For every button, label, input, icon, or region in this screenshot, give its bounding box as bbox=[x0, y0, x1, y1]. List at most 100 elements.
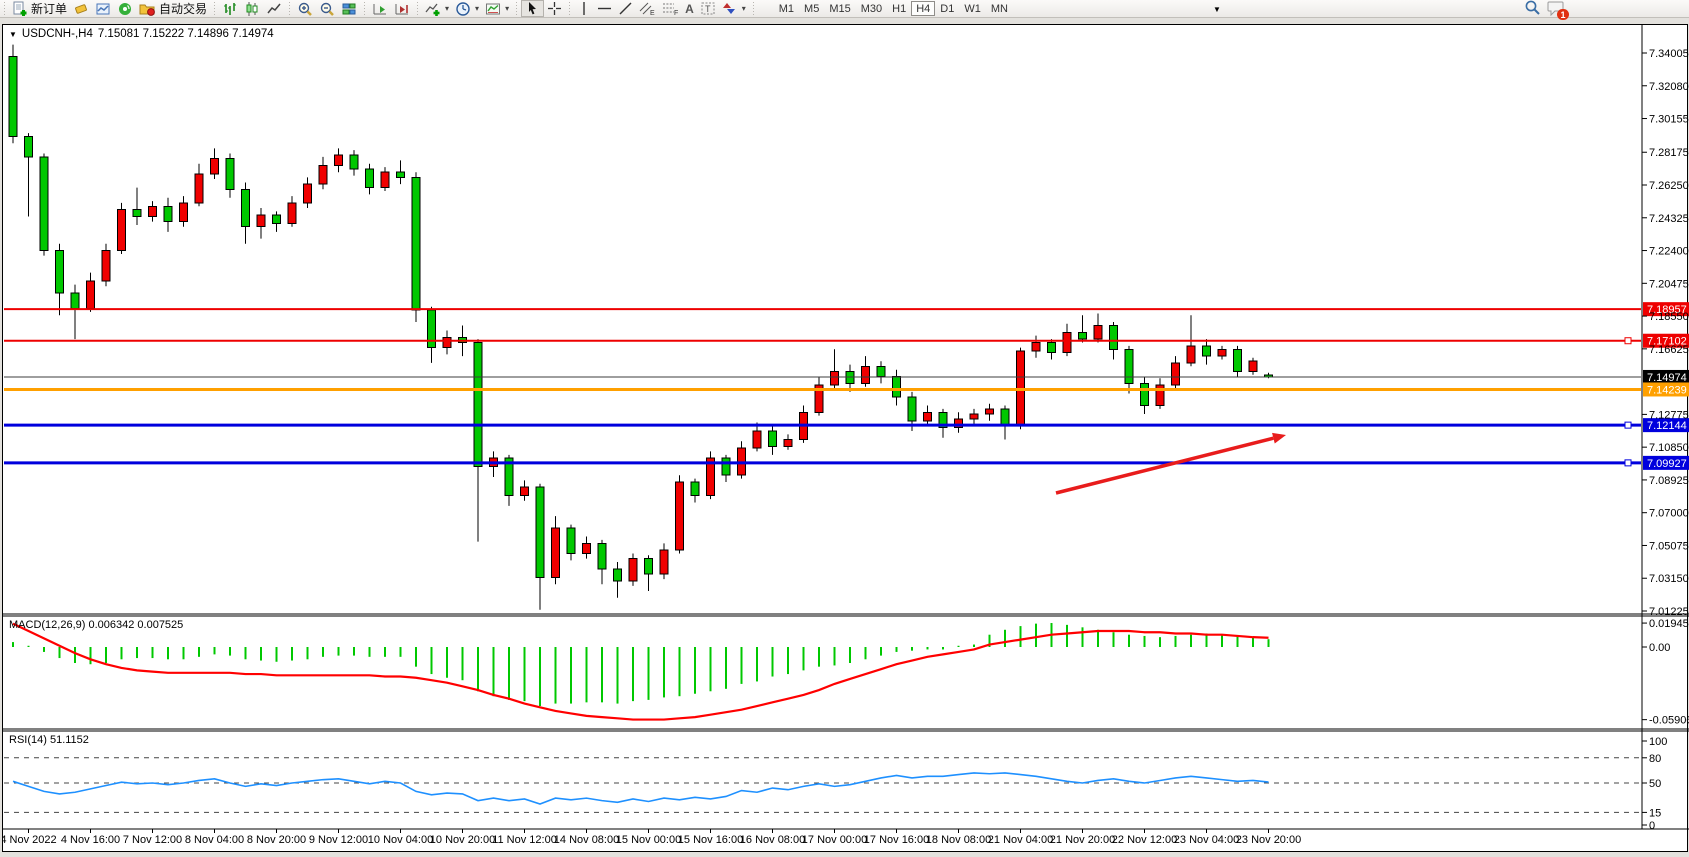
chart-window-button[interactable] bbox=[92, 0, 114, 17]
line-chart-button[interactable] bbox=[263, 0, 285, 17]
vertical-line-tool-button[interactable] bbox=[574, 0, 594, 17]
candle-body bbox=[8, 55, 18, 137]
chart-shift-button[interactable] bbox=[391, 0, 413, 17]
candle-body bbox=[830, 370, 839, 386]
candle-body bbox=[287, 202, 297, 224]
price-badge-label: 7.17102 bbox=[1647, 336, 1687, 348]
time-axis-label: 9 Nov 12:00 bbox=[309, 834, 368, 846]
candle-body bbox=[442, 336, 452, 349]
crosshair-tool-button[interactable] bbox=[544, 0, 565, 17]
timeframe-mn-button[interactable]: MN bbox=[990, 2, 1008, 15]
new-order-button[interactable]: 新订单 bbox=[9, 0, 70, 17]
tile-windows-button[interactable] bbox=[338, 0, 360, 17]
level-handle bbox=[1624, 459, 1632, 467]
time-axis-label: 14 Nov 08:00 bbox=[554, 834, 619, 846]
timeframe-m30-button[interactable]: M30 bbox=[860, 2, 883, 15]
time-axis-label: 21 Nov 20:00 bbox=[1050, 834, 1115, 846]
candle-body bbox=[597, 542, 607, 570]
periods-clock-icon bbox=[455, 1, 471, 17]
candle-body bbox=[938, 411, 948, 429]
bar-chart-button[interactable] bbox=[219, 0, 241, 17]
crosshair-icon bbox=[547, 1, 562, 16]
timeframe-m15-button[interactable]: M15 bbox=[829, 2, 851, 15]
cursor-tool-button[interactable] bbox=[521, 0, 545, 17]
candle-body bbox=[582, 542, 591, 555]
candle-body bbox=[876, 365, 886, 378]
toolbar-overflow-icon[interactable]: ▼ bbox=[1213, 5, 1221, 14]
candlestick-chart-button[interactable] bbox=[241, 0, 263, 17]
templates-icon bbox=[485, 1, 501, 17]
candle-body bbox=[1155, 384, 1165, 406]
auto-trading-button[interactable]: 自动交易 bbox=[136, 0, 210, 17]
collapse-triangle-icon[interactable]: ▼ bbox=[9, 29, 17, 39]
price-axis-label: 7.24325 bbox=[1649, 213, 1689, 225]
candle-body bbox=[148, 205, 157, 218]
svg-text:E: E bbox=[650, 10, 655, 16]
candle-body bbox=[210, 158, 219, 175]
price-badge bbox=[1643, 302, 1689, 317]
candle-body bbox=[985, 408, 994, 415]
candle-body bbox=[768, 430, 777, 447]
horizontal-line-tool-button[interactable] bbox=[594, 0, 615, 17]
timeframe-w1-button[interactable]: W1 bbox=[964, 2, 981, 15]
candle-body bbox=[380, 171, 390, 189]
eraser-icon bbox=[73, 1, 89, 17]
trendline-tool-button[interactable] bbox=[615, 0, 636, 17]
fibonacci-icon: F bbox=[662, 1, 679, 16]
periods-button[interactable]: ▾ bbox=[452, 0, 482, 17]
candle-body bbox=[551, 527, 560, 578]
rsi-axis-label: 15 bbox=[1649, 807, 1661, 819]
candle-body bbox=[1109, 324, 1118, 350]
timeframe-d1-button[interactable]: D1 bbox=[940, 2, 955, 15]
timeframe-h4-button[interactable]: H4 bbox=[911, 1, 936, 16]
time-axis-label: 17 Nov 16:00 bbox=[864, 834, 929, 846]
trendline-icon bbox=[618, 1, 633, 16]
candle-body bbox=[1031, 341, 1041, 352]
price-axis: 7.34005 7.32080 7.30155 7.28175 7.26250 7.243… bbox=[1642, 48, 1689, 618]
timeframe-m1-button[interactable]: M1 bbox=[778, 2, 795, 15]
price-badge bbox=[1643, 455, 1689, 470]
chat-icon[interactable]: 1 bbox=[1547, 0, 1569, 20]
level-handle bbox=[1624, 421, 1632, 429]
signal-button[interactable] bbox=[114, 0, 136, 17]
zoom-in-button[interactable] bbox=[294, 0, 316, 17]
chart-window[interactable]: ▼ USDCNH-,H4 7.15081 7.15222 7.14896 7.1… bbox=[2, 24, 1689, 853]
candle-body bbox=[1140, 382, 1149, 406]
timeframe-m5-button[interactable]: M5 bbox=[804, 2, 820, 15]
text-tool-button[interactable]: A bbox=[682, 0, 697, 17]
time-axis-label: 17 Nov 00:00 bbox=[802, 834, 867, 846]
candle-body bbox=[1093, 324, 1103, 340]
toolbar-grip bbox=[750, 1, 756, 16]
zoom-out-button[interactable] bbox=[316, 0, 338, 17]
time-axis-label: 10 Nov 04:00 bbox=[368, 834, 433, 846]
text-label-tool-button[interactable]: T bbox=[697, 0, 719, 17]
equidistant-channel-tool-button[interactable]: E bbox=[636, 0, 659, 17]
auto-scroll-button[interactable] bbox=[369, 0, 391, 17]
fibonacci-tool-button[interactable]: F bbox=[659, 0, 682, 17]
arrows-tool-button[interactable]: ▾ bbox=[719, 0, 749, 17]
candle-body bbox=[1000, 408, 1010, 427]
eraser-button[interactable] bbox=[70, 0, 92, 17]
time-axis-label: 21 Nov 04:00 bbox=[988, 834, 1053, 846]
chart-canvas[interactable]: 10080501500.0194520.00-0.0590687.189577.… bbox=[3, 25, 1689, 853]
trend-arrow-head bbox=[1272, 432, 1286, 444]
candle-body bbox=[1171, 362, 1180, 386]
time-axis-label: 8 Nov 04:00 bbox=[185, 834, 244, 846]
price-axis-label: 7.03150 bbox=[1649, 573, 1689, 585]
price-badge bbox=[1643, 418, 1689, 433]
indicators-button[interactable]: ▾ bbox=[422, 0, 452, 17]
search-icon[interactable] bbox=[1524, 0, 1541, 19]
timeframe-h1-button[interactable]: H1 bbox=[892, 2, 907, 15]
price-badge bbox=[1643, 382, 1689, 397]
toolbar-grip bbox=[567, 1, 573, 16]
price-axis-label: 7.08925 bbox=[1649, 475, 1689, 487]
templates-button[interactable]: ▾ bbox=[482, 0, 512, 17]
candle-body bbox=[365, 168, 374, 189]
candle-body bbox=[101, 250, 111, 282]
price-badge bbox=[1643, 333, 1689, 348]
trend-arrow-annotation bbox=[1055, 436, 1274, 495]
candle-body bbox=[613, 568, 622, 582]
indicators-icon bbox=[425, 1, 441, 17]
candle-body bbox=[907, 396, 917, 422]
price-axis-label: 7.30155 bbox=[1649, 114, 1689, 126]
